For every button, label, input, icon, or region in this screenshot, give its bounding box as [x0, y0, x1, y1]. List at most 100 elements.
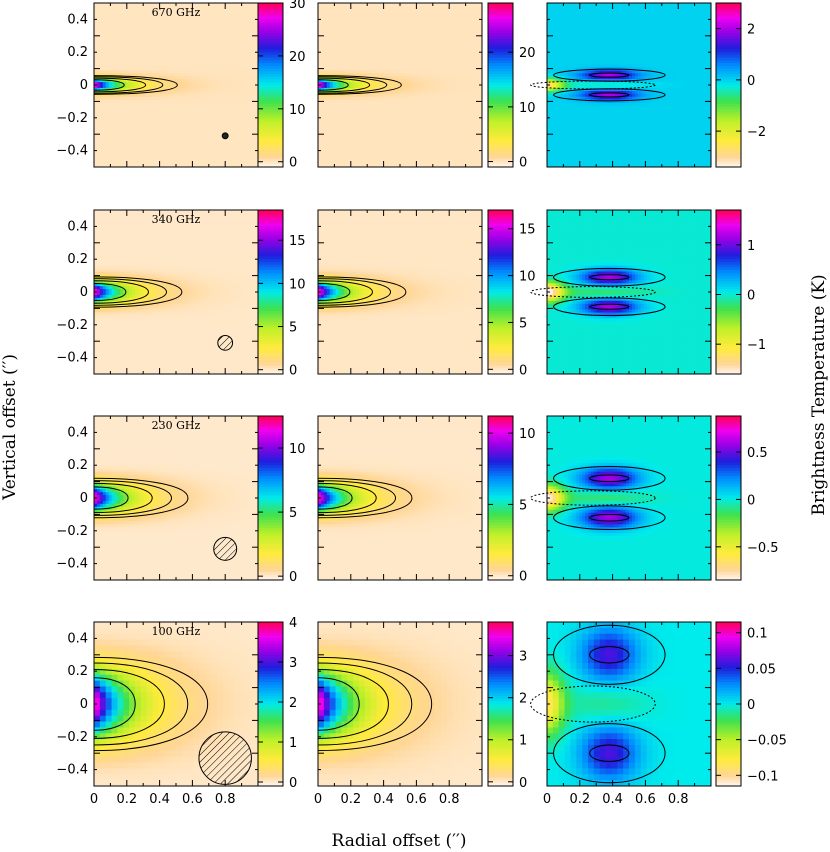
heatmap-cell	[144, 111, 147, 114]
heatmap-cell	[112, 161, 115, 164]
heatmap-cell	[167, 126, 170, 129]
heatmap-cell	[170, 76, 173, 79]
heatmap-cell	[106, 135, 109, 138]
heatmap-cell	[144, 120, 147, 123]
heatmap-cell	[112, 141, 115, 144]
heatmap-cell	[135, 161, 138, 164]
heatmap-cell	[117, 15, 120, 18]
heatmap-cell	[153, 129, 156, 132]
heatmap-cell	[144, 35, 147, 38]
heatmap-cell	[100, 106, 103, 109]
heatmap-cell	[109, 38, 112, 41]
heatmap-cell	[120, 44, 123, 47]
heatmap-cell	[167, 138, 170, 141]
heatmap-cell	[153, 44, 156, 47]
heatmap-cell	[129, 56, 132, 59]
heatmap-cell	[153, 41, 156, 44]
heatmap-cell	[97, 38, 100, 41]
heatmap-cell	[109, 21, 112, 24]
heatmap-cell	[132, 26, 135, 29]
heatmap-cell	[153, 144, 156, 147]
heatmap-cell	[126, 97, 129, 100]
heatmap-cell	[141, 126, 144, 129]
heatmap-cell	[97, 70, 100, 73]
heatmap-cell	[117, 152, 120, 155]
heatmap-cell	[126, 155, 129, 158]
heatmap-cell	[135, 144, 138, 147]
heatmap-cell	[120, 21, 123, 24]
heatmap-cell	[103, 65, 106, 68]
heatmap-cell	[170, 152, 173, 155]
heatmap-cell	[115, 100, 118, 103]
heatmap-cell	[167, 158, 170, 161]
heatmap-cell	[123, 29, 126, 32]
heatmap-cell	[158, 73, 161, 76]
heatmap-cell	[138, 158, 141, 161]
heatmap-cell	[164, 32, 167, 35]
heatmap-cell	[161, 135, 164, 138]
heatmap-cell	[150, 155, 153, 158]
heatmap-cell	[112, 26, 115, 29]
heatmap-cell	[129, 50, 132, 53]
heatmap-cell	[158, 135, 161, 138]
heatmap-cell	[120, 111, 123, 114]
heatmap-cell	[156, 117, 159, 120]
heatmap-cell	[117, 100, 120, 103]
heatmap-cell	[126, 94, 129, 97]
heatmap-cell	[141, 15, 144, 18]
heatmap-cell	[158, 56, 161, 59]
heatmap-cell	[153, 155, 156, 158]
heatmap-cell	[132, 59, 135, 62]
heatmap-cell	[141, 65, 144, 68]
heatmap-cell	[112, 9, 115, 12]
heatmap-cell	[112, 108, 115, 111]
heatmap-cell	[156, 97, 159, 100]
heatmap-cell	[109, 59, 112, 62]
heatmap-cell	[164, 123, 167, 126]
heatmap-cell	[135, 94, 138, 97]
heatmap-cell	[141, 70, 144, 73]
heatmap-cell	[120, 35, 123, 38]
heatmap-cell	[112, 59, 115, 62]
heatmap-cell	[147, 141, 150, 144]
heatmap-cell	[164, 91, 167, 94]
heatmap-cell	[120, 132, 123, 135]
heatmap-cell	[161, 103, 164, 106]
heatmap-cell	[126, 129, 129, 132]
heatmap-cell	[112, 32, 115, 35]
heatmap-cell	[97, 82, 100, 85]
heatmap-cell	[147, 47, 150, 50]
heatmap-cell	[97, 9, 100, 12]
heatmap-cell	[117, 26, 120, 29]
heatmap-cell	[126, 50, 129, 53]
heatmap-cell	[132, 70, 135, 73]
heatmap-cell	[138, 103, 141, 106]
heatmap-cell	[103, 120, 106, 123]
heatmap-cell	[97, 106, 100, 109]
heatmap-cell	[135, 9, 138, 12]
heatmap-cell	[120, 100, 123, 103]
heatmap-cell	[117, 132, 120, 135]
heatmap-cell	[109, 50, 112, 53]
heatmap-cell	[115, 21, 118, 24]
heatmap-cell	[164, 132, 167, 135]
heatmap-cell	[141, 97, 144, 100]
heatmap-cell	[141, 123, 144, 126]
heatmap-cell	[112, 62, 115, 65]
heatmap-cell	[167, 129, 170, 132]
heatmap-cell	[170, 24, 173, 27]
heatmap-cell	[115, 135, 118, 138]
heatmap-cell	[120, 62, 123, 65]
heatmap-cell	[117, 47, 120, 50]
heatmap-cell	[170, 73, 173, 76]
heatmap-cell	[158, 129, 161, 132]
heatmap-cell	[158, 138, 161, 141]
heatmap-cell	[170, 126, 173, 129]
heatmap-cell	[138, 38, 141, 41]
heatmap-cell	[120, 70, 123, 73]
heatmap-cell	[144, 6, 147, 9]
heatmap-cell	[164, 44, 167, 47]
heatmap-cell	[126, 24, 129, 27]
heatmap-cell	[167, 24, 170, 27]
heatmap-cell	[161, 108, 164, 111]
